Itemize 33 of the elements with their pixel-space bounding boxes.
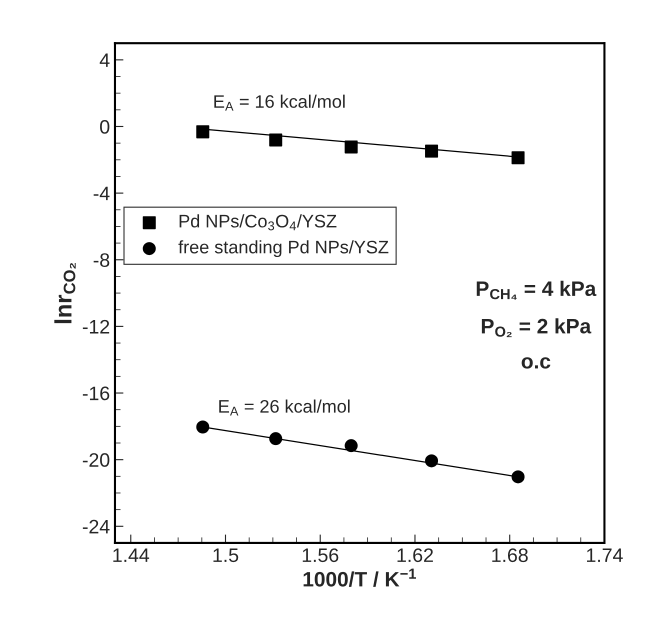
y-tick-label: -24	[82, 520, 110, 534]
x-tick-label: 1.74	[587, 548, 623, 562]
point	[512, 470, 525, 484]
y-tick-label: 4	[100, 54, 110, 67]
point	[344, 140, 358, 154]
x-axis-title: 1000/T / K$^{−1}$	[304, 568, 416, 587]
annotation: E$_{A}$ = 16 kcal/mol	[214, 94, 345, 111]
point	[196, 420, 210, 434]
y-tick-label: -4	[94, 186, 110, 200]
y-tick-label: -16	[82, 386, 110, 400]
annotation: P$_{CH₄}$ = 4 kPa	[476, 280, 596, 300]
legend-label: Pd NPs/Co$_{3}$O$_{4}$/YSZ	[180, 214, 336, 230]
x-tick-label: 1.62	[398, 548, 433, 562]
annotation: E$_{A}$ = 26 kcal/mol	[219, 400, 350, 416]
annotation: o.c	[522, 357, 550, 369]
y-tick-label: 0	[100, 120, 110, 134]
y-tick-label: -20	[82, 453, 110, 467]
y-tick-label: -12	[82, 320, 110, 334]
legend-label: free standing Pd NPs/YSZ	[178, 240, 388, 258]
point	[269, 133, 282, 146]
point	[344, 439, 358, 452]
x-tick-label: 1.5	[213, 548, 238, 562]
point	[425, 144, 438, 158]
y-axis-title: lnr$_{CO₂}$	[54, 263, 76, 324]
point	[269, 432, 282, 446]
x-tick-label: 1.44	[113, 548, 150, 562]
y-tick-label: -8	[94, 253, 110, 267]
point	[425, 454, 438, 468]
point	[512, 151, 525, 164]
annotation: P$_{O₂}$ = 2 kPa	[482, 318, 592, 338]
x-tick-label: 1.68	[492, 548, 528, 562]
point	[196, 125, 210, 138]
x-tick-label: 1.56	[302, 548, 338, 562]
